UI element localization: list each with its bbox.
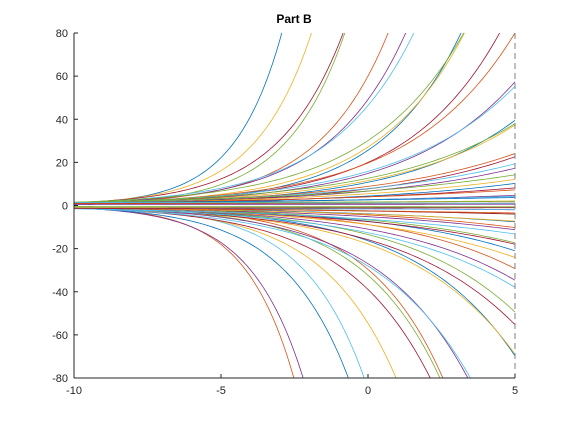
series-line-31 [74, 207, 515, 281]
y-tick-label: 80 [56, 28, 68, 40]
y-tick-label: 40 [56, 114, 68, 126]
series-line-16 [74, 33, 465, 204]
y-tick-label: -60 [52, 330, 68, 342]
series-line-2 [74, 33, 312, 204]
series-line-15 [74, 206, 444, 378]
y-tick-label: -40 [52, 287, 68, 299]
series-line-11 [74, 206, 441, 378]
series-line-25 [74, 207, 515, 313]
series-line-1 [74, 207, 295, 378]
series-line-18 [74, 33, 465, 203]
series-line-10 [74, 33, 407, 204]
chart-title: Part B [276, 12, 312, 26]
series-line-28 [74, 119, 515, 205]
y-tick-label: 60 [56, 71, 68, 83]
series-line-6 [74, 33, 344, 204]
x-tick-label: -10 [66, 385, 82, 397]
series-line-24 [74, 81, 515, 204]
series-line-9 [74, 207, 397, 378]
y-tick-label: 20 [56, 157, 68, 169]
x-tick-label: 5 [512, 385, 518, 397]
series-line-7 [74, 207, 349, 378]
axes-group: -10 -5 0 5 -80 -60 -40 -20 0 20 40 60 80 [52, 28, 518, 397]
series-line-14 [74, 33, 462, 205]
series-line-17 [74, 207, 469, 378]
series-line-3 [74, 207, 304, 378]
series-line-29 [74, 206, 515, 269]
x-tick-label: 0 [365, 385, 371, 397]
series-line-46 [74, 174, 515, 203]
series-line-4 [74, 33, 346, 205]
series-line-0 [74, 33, 283, 204]
series-line-68 [74, 202, 515, 204]
series-line-33 [74, 208, 515, 288]
series-line-56 [74, 197, 515, 204]
series-line-57 [74, 207, 515, 214]
y-tick-label: -80 [52, 373, 68, 385]
x-tick-label: -5 [216, 385, 226, 397]
series-line-20 [74, 33, 501, 204]
series-line-32 [74, 123, 515, 203]
series-line-8 [74, 33, 389, 204]
series-line-69 [74, 207, 515, 209]
series-line-19 [74, 208, 471, 378]
series-line-5 [74, 206, 365, 378]
y-tick-label: 0 [62, 201, 68, 213]
curves-group [74, 33, 515, 378]
series-line-13 [74, 207, 431, 378]
y-tick-label: -20 [52, 244, 68, 256]
series-line-47 [74, 208, 515, 235]
